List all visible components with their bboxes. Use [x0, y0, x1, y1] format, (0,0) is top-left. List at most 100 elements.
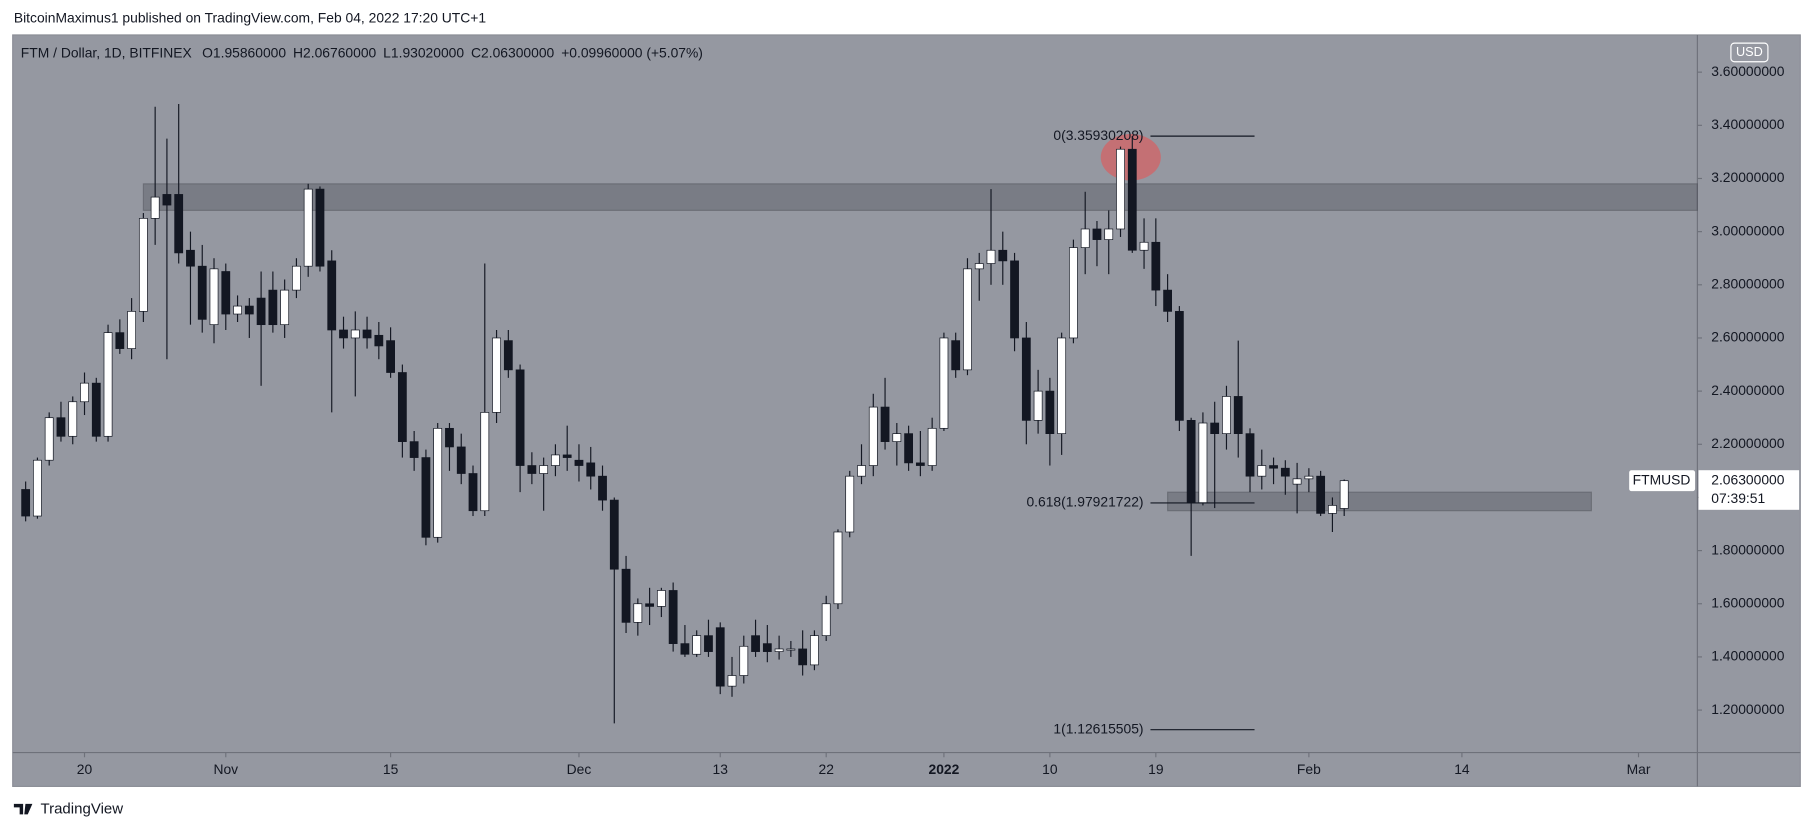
candle-body-up	[833, 531, 843, 605]
y-tick-label: 3.60000000	[1711, 63, 1784, 79]
candle-body-up	[492, 337, 501, 413]
candle-body-up	[727, 675, 737, 687]
candle-body-down	[1316, 475, 1326, 514]
candle-body-down	[1269, 465, 1278, 469]
candle-body-up	[821, 603, 831, 637]
legend-value: 2.06760000	[303, 44, 376, 60]
candle-body-up	[350, 329, 360, 339]
x-tick-label: 22	[818, 761, 834, 777]
candle-body-down	[951, 340, 961, 371]
chart-frame	[12, 34, 1801, 787]
candle-body-up	[433, 427, 443, 538]
candle-body-down	[751, 635, 760, 652]
candle-body-up	[1116, 148, 1125, 230]
candle-body-up	[857, 465, 866, 477]
candle-body-down	[586, 462, 596, 477]
logo: TradingView	[13, 801, 123, 818]
candle-body-down	[1233, 396, 1243, 434]
candle-body-up	[927, 427, 937, 466]
candle-body-down	[327, 260, 337, 331]
candle-body-up	[692, 635, 702, 655]
y-tick-label: 3.20000000	[1711, 169, 1784, 185]
last-price-box	[1698, 470, 1800, 510]
candle-body-up	[892, 433, 902, 442]
candle-body-up	[80, 382, 89, 403]
candle-body-up	[1080, 228, 1090, 248]
candle-body-down	[645, 603, 654, 607]
candle-body-up	[963, 268, 972, 371]
candle-body-down	[1174, 311, 1184, 421]
candle-body-down	[680, 643, 690, 655]
candle-body-up	[1198, 422, 1208, 504]
y-tick-label: 3.00000000	[1711, 222, 1784, 238]
candle-body-down	[362, 329, 372, 339]
candle-body-down	[621, 568, 631, 623]
candle-body-up	[868, 406, 878, 466]
title: FTM / Dollar, 1D, BITFINEX	[21, 44, 192, 60]
x-tick-label: 20	[77, 761, 93, 777]
fib-label: 0(3.35930208)	[1053, 127, 1143, 143]
candle-body-down	[1151, 241, 1161, 291]
candle-body-up	[303, 188, 313, 267]
candle-body-up	[656, 590, 666, 607]
candle-body-down	[762, 643, 772, 652]
candle-body-down	[197, 265, 207, 320]
x-tick-label: 15	[383, 761, 399, 777]
candle-body-up	[1222, 396, 1231, 434]
candle-body-down	[256, 297, 266, 326]
logo-text: TradingView	[40, 801, 123, 818]
candle-body-up	[1257, 465, 1267, 477]
candle-body-down	[397, 372, 407, 442]
candle-body-up	[1104, 228, 1114, 240]
candle-body-up	[551, 454, 560, 466]
candle-body-down	[715, 627, 725, 687]
candle-body-down	[115, 332, 125, 349]
x-tick-label: 10	[1042, 761, 1058, 777]
candle-body-down	[1163, 289, 1172, 312]
candle-body-down	[704, 635, 713, 652]
candle-body-up	[786, 648, 796, 651]
candle-body-up	[1339, 480, 1349, 509]
candle-body-up	[1304, 475, 1314, 480]
candle-body-down	[598, 475, 607, 501]
candle-body-up	[68, 401, 78, 437]
y-tick-label: 1.20000000	[1711, 701, 1784, 717]
fib-label: 1(1.12615505)	[1053, 720, 1143, 736]
candle-body-up	[103, 332, 113, 437]
candle-body-down	[1280, 467, 1290, 477]
logo-mark	[13, 803, 33, 815]
candle-body-down	[339, 329, 348, 339]
axes: 1.20000000 1.40000000 1.60000000 1.80000000…	[77, 63, 1800, 777]
candle-body-up	[33, 459, 42, 517]
candle-body-down	[91, 382, 101, 437]
candle-body-down	[1010, 260, 1019, 339]
x-tick-label: 14	[1454, 761, 1470, 777]
candles	[21, 104, 1349, 724]
candle-body-down	[574, 459, 584, 466]
candle-body-down	[456, 446, 466, 474]
symbol-header: FTM / Dollar, 1D, BITFINEX O1.95860000 H2.…	[21, 44, 703, 60]
candle-body-down	[268, 289, 278, 326]
y-tick-label: 2.20000000	[1711, 435, 1784, 451]
x-tick-label: Mar	[1627, 761, 1651, 777]
x-tick-label: 13	[713, 761, 729, 777]
change: +0.09960000 (+5.07%)	[561, 44, 703, 60]
candle-body-down	[221, 271, 231, 315]
y-tick-label: 1.60000000	[1711, 594, 1784, 610]
publisher: BitcoinMaximus1 published on TradingView…	[14, 9, 486, 25]
candle-body-up	[209, 268, 219, 326]
legend-key: H	[293, 44, 303, 60]
x-tick-label: Nov	[213, 761, 238, 777]
candle-body-down	[998, 249, 1008, 262]
legend-value: 2.06300000	[481, 44, 554, 60]
candle-body-up	[292, 265, 301, 291]
candle-body-down	[374, 334, 384, 347]
candle-body-down	[445, 427, 454, 448]
candle-body-down	[244, 305, 254, 315]
candle-body-down	[56, 417, 66, 437]
last-price-label: 2.06300000	[1711, 471, 1784, 487]
candle-body-down	[1092, 228, 1102, 240]
x-tick-label: Dec	[567, 761, 592, 777]
